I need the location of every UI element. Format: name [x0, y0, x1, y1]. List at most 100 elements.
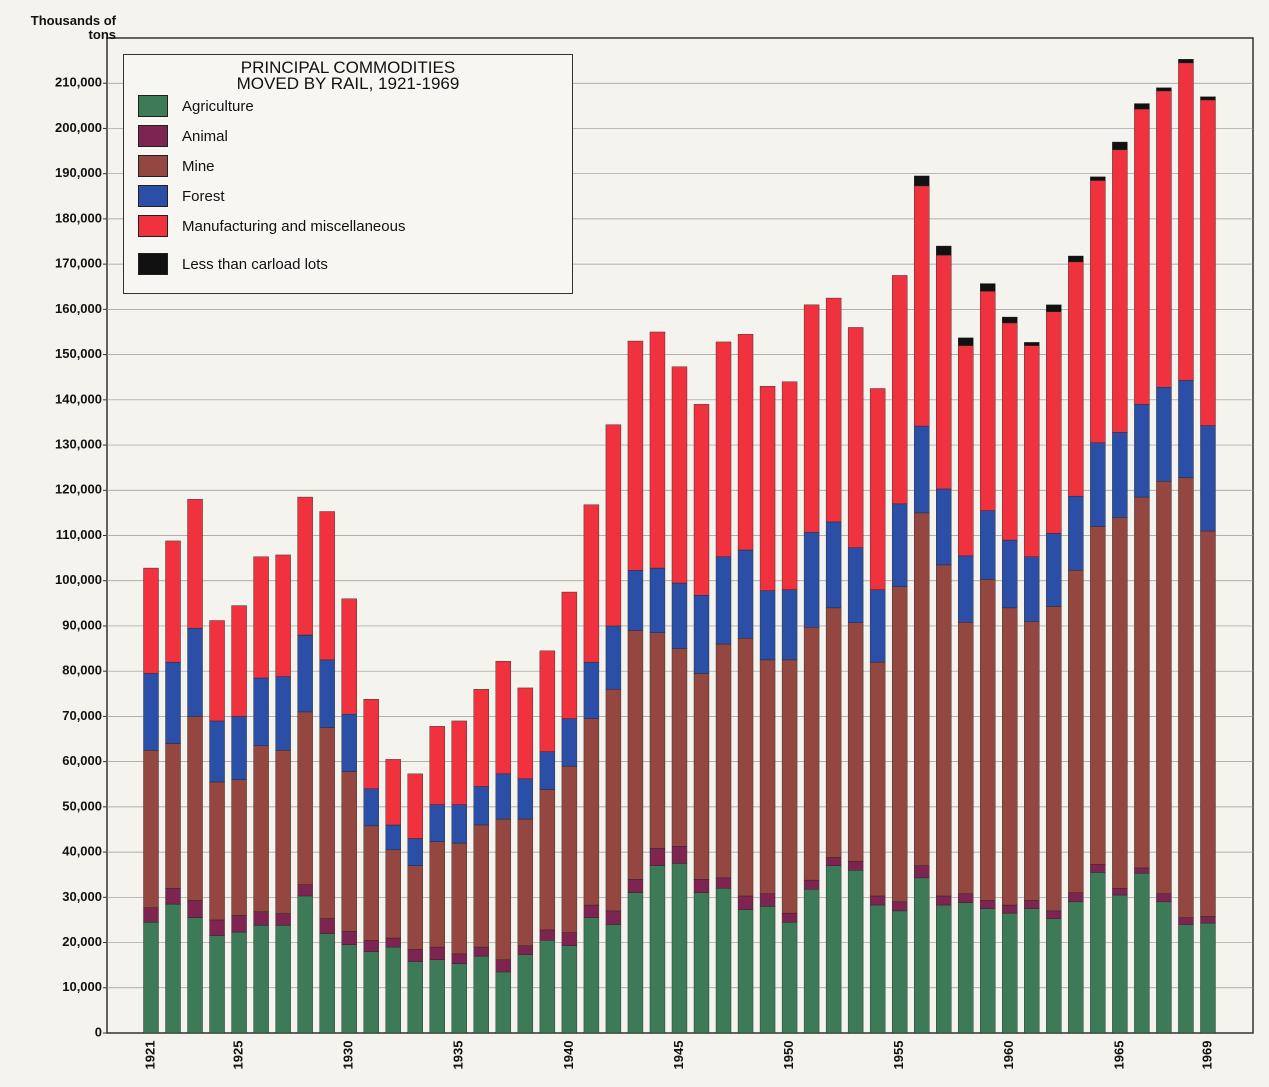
y-tick-label: 180,000 — [55, 210, 102, 225]
bar-segment — [187, 900, 203, 918]
bar-segment — [891, 275, 908, 505]
bar-segment — [1134, 103, 1150, 110]
y-tick-label: 60,000 — [62, 753, 102, 768]
bar-segment — [715, 877, 732, 889]
bar-segment — [363, 699, 379, 789]
bar-segment — [847, 547, 864, 623]
bar-segment — [958, 902, 974, 1034]
bar-segment — [1024, 345, 1040, 557]
bar-segment — [231, 605, 247, 717]
x-tick-label: 1965 — [1111, 1041, 1126, 1070]
bar-segment — [980, 579, 996, 901]
bar-segment — [209, 620, 225, 722]
bar-segment — [187, 628, 203, 717]
bar-segment — [1024, 900, 1040, 909]
bar-segment — [1112, 888, 1128, 896]
bar-segment — [627, 340, 644, 571]
bar-segment — [605, 424, 622, 627]
bar-segment — [1156, 893, 1172, 903]
y-tick-label: 170,000 — [55, 256, 102, 271]
y-tick-label: 150,000 — [55, 346, 102, 361]
y-axis-label: Thousands of tons — [30, 13, 116, 42]
bar-segment — [407, 949, 423, 962]
bar-segment — [649, 848, 666, 866]
bar-segment — [319, 918, 335, 934]
bar-segment — [473, 824, 489, 948]
bar-segment — [847, 860, 864, 871]
bar-segment — [1112, 517, 1128, 889]
y-tick-label: 190,000 — [55, 165, 102, 180]
bar-segment — [914, 185, 930, 427]
legend-item: Animal — [138, 125, 228, 147]
bar-segment — [583, 904, 600, 918]
bar-segment — [143, 921, 159, 1034]
bar-segment — [473, 689, 489, 787]
bar-segment — [958, 893, 974, 903]
y-tick-label: 160,000 — [55, 301, 102, 316]
bar-segment — [429, 726, 445, 805]
bar-segment — [253, 911, 269, 926]
bar-segment — [451, 953, 467, 965]
bar-segment — [187, 716, 203, 901]
y-tick-label: 10,000 — [62, 979, 102, 994]
bar-segment — [363, 951, 379, 1034]
bar-segment — [781, 659, 798, 914]
bar-segment — [1200, 96, 1216, 101]
bar-segment — [825, 607, 842, 858]
bar-segment — [275, 676, 291, 751]
legend-item: Less than carload lots — [138, 253, 328, 275]
bar-segment — [297, 496, 313, 636]
bar-segment — [209, 720, 225, 783]
bar-segment — [1046, 606, 1062, 912]
bar-segment — [165, 903, 181, 1034]
bar-segment — [165, 540, 181, 663]
bar-segment — [231, 915, 247, 933]
bar-segment — [869, 895, 886, 906]
y-tick-label: 50,000 — [62, 798, 102, 813]
legend-label: Forest — [182, 187, 225, 205]
labels: 0 10,000 20,000 30,000 40,000 50,000 60,000 70,… — [55, 75, 1214, 1070]
bar-segment — [253, 925, 269, 1034]
bar-segment — [165, 661, 181, 744]
y-tick-label: 90,000 — [62, 617, 102, 632]
bar-segment — [759, 386, 776, 591]
bar-segment — [980, 900, 996, 909]
bar-segment — [341, 598, 357, 715]
bar-segment — [583, 917, 600, 1034]
bar-segment — [891, 901, 908, 912]
bar-segment — [1156, 87, 1172, 92]
bar-segment — [539, 789, 556, 931]
bar-segment — [1046, 311, 1062, 534]
bar-segment — [1046, 910, 1062, 919]
legend: PRINCIPAL COMMODITIES MOVED BY RAIL, 192… — [123, 54, 573, 294]
bar-segment — [759, 906, 776, 1034]
y-tick-label: 20,000 — [62, 934, 102, 949]
bar-segment — [781, 912, 798, 923]
legend-swatch — [138, 253, 168, 275]
bar-segment — [583, 718, 600, 906]
legend-label: Manufacturing and miscellaneous — [182, 217, 406, 235]
legend-swatch — [138, 155, 168, 177]
bar-segment — [1156, 90, 1172, 388]
bar-segment — [363, 940, 379, 952]
bar-segment — [407, 773, 423, 839]
legend-swatch — [138, 95, 168, 117]
bar-segment — [1024, 908, 1040, 1034]
bar-segment — [451, 720, 467, 805]
bar-segment — [1134, 867, 1150, 874]
bar-segment — [385, 824, 401, 851]
bar-segment — [693, 879, 710, 893]
bar-segment — [627, 630, 644, 880]
y-tick-label: 200,000 — [55, 120, 102, 135]
bar-segment — [980, 291, 996, 511]
bar-segment — [297, 895, 313, 1034]
legend-swatch — [138, 185, 168, 207]
bar-segment — [539, 929, 556, 941]
bar-segment — [803, 532, 820, 628]
x-tick-label: 1930 — [341, 1041, 356, 1070]
bar-segment — [715, 643, 732, 879]
bar-segment — [1068, 495, 1084, 571]
bar-segment — [1002, 322, 1018, 541]
bar-segment — [561, 765, 578, 933]
bar-segment — [737, 637, 754, 897]
